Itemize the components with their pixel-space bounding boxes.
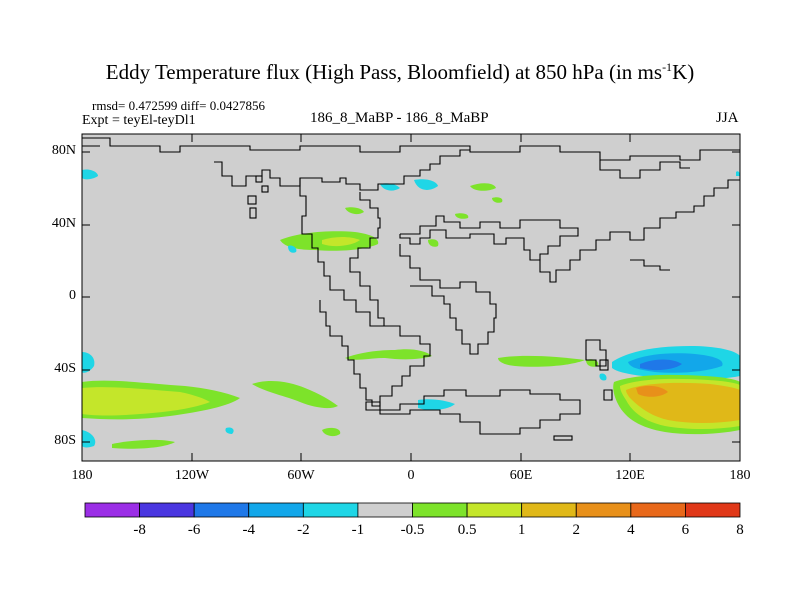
shade-satl-green2 — [322, 427, 341, 437]
title-main: Eddy Temperature flux (High Pass, Bloomf… — [105, 60, 663, 84]
y-tick-label: 80S — [54, 433, 76, 448]
colorbar-swatch — [139, 502, 195, 518]
coast-samerica — [319, 300, 431, 407]
colorbar-label: -1 — [351, 522, 365, 538]
colorbar-swatch — [357, 502, 413, 518]
shade-npacific-cyan — [288, 245, 297, 253]
shade-ind-blue — [640, 359, 682, 371]
shade-sind-green2 — [586, 359, 599, 367]
shade-sind-cyan-small — [599, 373, 607, 381]
shade-satl-cyan — [418, 399, 455, 411]
colorbar — [84, 502, 741, 518]
shade-natl-cyan — [380, 183, 400, 191]
shade-nsib-green — [470, 183, 496, 191]
colorbar-swatch — [521, 502, 577, 518]
shade-spacific-south — [112, 439, 175, 449]
coast-eurasia — [399, 215, 579, 261]
x-tick-label: 60W — [287, 468, 315, 483]
coast-antarctica — [365, 389, 581, 435]
colorbar-label: 6 — [681, 522, 690, 538]
shade-npacific-yellow — [322, 237, 360, 247]
shade-natl-green — [428, 239, 439, 247]
y-tick-label: 40N — [51, 216, 76, 231]
map-title: Eddy Temperature flux (High Pass, Bloomf… — [0, 60, 800, 85]
colorbar-label: 0.5 — [457, 522, 477, 538]
shade-natl-cyan2 — [414, 179, 438, 190]
y-ticks — [82, 151, 740, 443]
y-tick-label: 0 — [69, 288, 76, 303]
season-label: JJA — [716, 110, 739, 126]
colorbar-label: 1 — [517, 522, 526, 538]
title-superscript: -1 — [662, 60, 673, 74]
shade-satl-green1 — [252, 381, 338, 409]
comparison-label: 186_8_MaBP - 186_8_MaBP — [310, 110, 489, 126]
shade-satl-green3 — [345, 349, 432, 360]
coastlines — [82, 137, 740, 441]
colorbar-label: -8 — [133, 522, 146, 538]
coast-africa — [399, 244, 497, 355]
island-3 — [261, 185, 269, 193]
shade-small-cyan — [225, 427, 234, 434]
x-tick-label: 60E — [509, 468, 533, 483]
coast-wna — [299, 178, 384, 327]
shade-npacific-green2 — [345, 207, 364, 215]
shade-aus-darkorange — [636, 385, 668, 397]
colorbar-label: 4 — [627, 522, 635, 538]
island-6 — [553, 435, 573, 441]
shade-spacific-yellow — [82, 387, 210, 416]
y-tick-label: 80N — [51, 143, 76, 158]
shade-spacific-cyan — [82, 352, 95, 373]
x-tick-label: 180 — [71, 468, 93, 483]
shade-arctic-cyan2 — [736, 171, 740, 176]
x-tick-label: 120E — [615, 468, 645, 483]
x-tick-label: 180 — [729, 468, 751, 483]
x-ticks — [81, 134, 741, 461]
colorbar-swatch — [302, 502, 359, 518]
colorbar-swatch — [575, 502, 632, 518]
island-5 — [599, 359, 609, 371]
shade-nsib-green3 — [455, 213, 469, 219]
colorbar-label: -4 — [242, 522, 256, 538]
coast-newzealand — [603, 389, 613, 401]
experiment-label: Expt = teyEl-teyDl1 — [82, 113, 196, 128]
island-4 — [249, 207, 257, 219]
shade-spacific-cyan2 — [82, 430, 96, 448]
shade-arctic-cyan — [82, 169, 98, 180]
colorbar-swatch — [412, 502, 468, 518]
colorbar-swatch — [248, 502, 304, 518]
coast-eastasia — [630, 259, 670, 271]
coast-siberia — [599, 160, 690, 179]
shading-layer — [82, 169, 740, 449]
coast-ena — [349, 192, 385, 326]
colorbar-label: -2 — [297, 522, 310, 538]
colorbar-label: 2 — [572, 522, 581, 538]
coast-asia-south — [530, 179, 740, 283]
x-tick-label: 0 — [407, 468, 415, 483]
shade-nsib-green2 — [492, 197, 503, 203]
island-1 — [247, 195, 257, 205]
colorbar-label: -6 — [187, 522, 201, 538]
shade-sind-green — [498, 355, 585, 367]
colorbar-label: 8 — [736, 522, 744, 538]
coast-australia — [585, 339, 607, 367]
colorbar-swatch — [84, 502, 140, 518]
title-end: K) — [672, 60, 695, 84]
colorbar-swatch — [193, 502, 250, 518]
stats-line: rmsd= 0.472599 diff= 0.0427856 — [92, 98, 265, 113]
colorbar-swatch — [466, 502, 523, 518]
coast-namerica — [214, 149, 470, 191]
colorbar-swatch — [630, 502, 686, 518]
colorbar-swatch — [685, 502, 741, 518]
x-tick-label: 120W — [174, 468, 210, 483]
island-2 — [255, 175, 263, 183]
coast-arctic — [82, 137, 740, 161]
colorbar-label: -0.5 — [400, 522, 425, 538]
y-tick-label: 40S — [54, 361, 76, 376]
